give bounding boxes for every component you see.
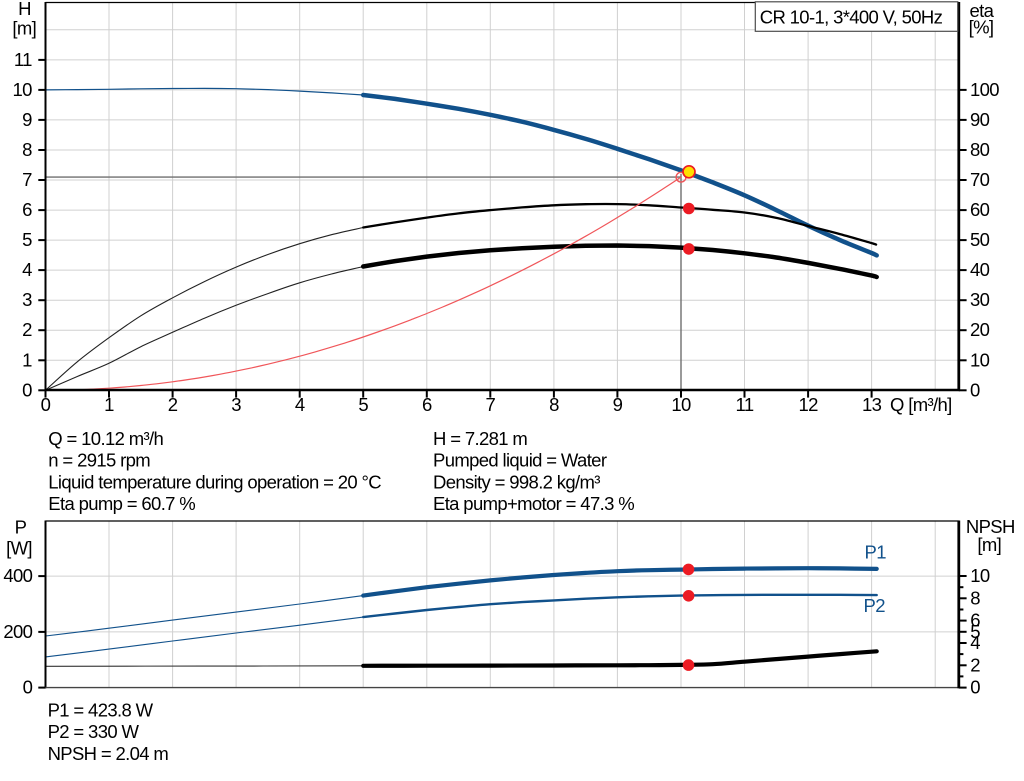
svg-text:8: 8: [970, 587, 980, 608]
svg-text:NPSH: NPSH: [966, 516, 1015, 537]
svg-text:10: 10: [671, 394, 691, 415]
svg-text:2: 2: [22, 319, 32, 340]
svg-text:Eta pump+motor = 47.3 %: Eta pump+motor = 47.3 %: [433, 493, 634, 514]
svg-text:80: 80: [970, 139, 990, 160]
svg-text:0: 0: [23, 677, 33, 698]
svg-text:5: 5: [970, 621, 980, 642]
svg-text:Density = 998.2 kg/m³: Density = 998.2 kg/m³: [433, 471, 600, 492]
svg-text:0: 0: [41, 394, 51, 415]
svg-text:2: 2: [970, 654, 980, 675]
svg-text:9: 9: [613, 394, 623, 415]
svg-text:8: 8: [549, 394, 559, 415]
svg-text:P1 = 423.8 W: P1 = 423.8 W: [48, 699, 154, 720]
svg-text:6: 6: [970, 610, 980, 631]
svg-text:P1: P1: [865, 542, 887, 563]
svg-text:Liquid temperature during oper: Liquid temperature during operation = 20…: [48, 471, 381, 492]
svg-text:[m]: [m]: [977, 534, 1001, 555]
svg-text:13: 13: [862, 394, 882, 415]
svg-text:9: 9: [22, 109, 32, 130]
svg-text:3: 3: [22, 289, 32, 310]
svg-text:8: 8: [22, 139, 32, 160]
svg-text:40: 40: [970, 259, 990, 280]
svg-text:10: 10: [970, 349, 990, 370]
svg-text:10: 10: [13, 79, 33, 100]
svg-text:70: 70: [970, 169, 990, 190]
svg-text:7: 7: [22, 169, 32, 190]
svg-text:30: 30: [970, 289, 990, 310]
svg-text:12: 12: [798, 394, 818, 415]
svg-text:4: 4: [295, 394, 305, 415]
svg-text:5: 5: [22, 229, 32, 250]
svg-text:10: 10: [970, 565, 990, 586]
svg-text:[W]: [W]: [6, 537, 32, 558]
svg-text:6: 6: [22, 199, 32, 220]
svg-text:n = 2915 rpm: n = 2915 rpm: [48, 450, 150, 471]
svg-text:eta: eta: [970, 0, 995, 21]
svg-text:P: P: [15, 516, 27, 537]
svg-text:P2: P2: [864, 595, 886, 616]
svg-text:90: 90: [970, 109, 990, 130]
svg-text:[m]: [m]: [12, 17, 36, 38]
svg-text:NPSH = 2.04 m: NPSH = 2.04 m: [48, 743, 169, 764]
svg-text:3: 3: [231, 394, 241, 415]
svg-text:Eta pump = 60.7 %: Eta pump = 60.7 %: [48, 493, 195, 514]
svg-text:5: 5: [358, 394, 368, 415]
svg-text:50: 50: [970, 229, 990, 250]
svg-text:60: 60: [970, 199, 990, 220]
svg-text:100: 100: [970, 79, 999, 100]
svg-text:4: 4: [22, 259, 32, 280]
svg-text:[%]: [%]: [969, 17, 994, 38]
svg-text:Q [m³/h]: Q [m³/h]: [890, 394, 952, 415]
svg-text:H: H: [18, 0, 31, 19]
svg-text:4: 4: [970, 632, 980, 653]
svg-text:0: 0: [970, 379, 980, 400]
svg-text:11: 11: [14, 49, 32, 70]
svg-text:200: 200: [3, 621, 32, 642]
svg-text:H = 7.281 m: H = 7.281 m: [433, 428, 527, 449]
svg-text:6: 6: [422, 394, 432, 415]
svg-text:Pumped liquid = Water: Pumped liquid = Water: [433, 450, 607, 471]
svg-text:0: 0: [970, 677, 980, 698]
svg-text:Q = 10.12 m³/h: Q = 10.12 m³/h: [48, 428, 163, 449]
svg-text:20: 20: [970, 319, 990, 340]
svg-text:400: 400: [3, 565, 32, 586]
svg-text:0: 0: [22, 379, 32, 400]
svg-text:1: 1: [104, 394, 114, 415]
svg-text:P2 = 330 W: P2 = 330 W: [48, 721, 140, 742]
svg-text:11: 11: [736, 394, 754, 415]
svg-text:2: 2: [168, 394, 178, 415]
svg-text:1: 1: [22, 349, 32, 370]
svg-text:7: 7: [485, 394, 495, 415]
svg-text:CR 10-1, 3*400 V, 50Hz: CR 10-1, 3*400 V, 50Hz: [760, 7, 943, 28]
